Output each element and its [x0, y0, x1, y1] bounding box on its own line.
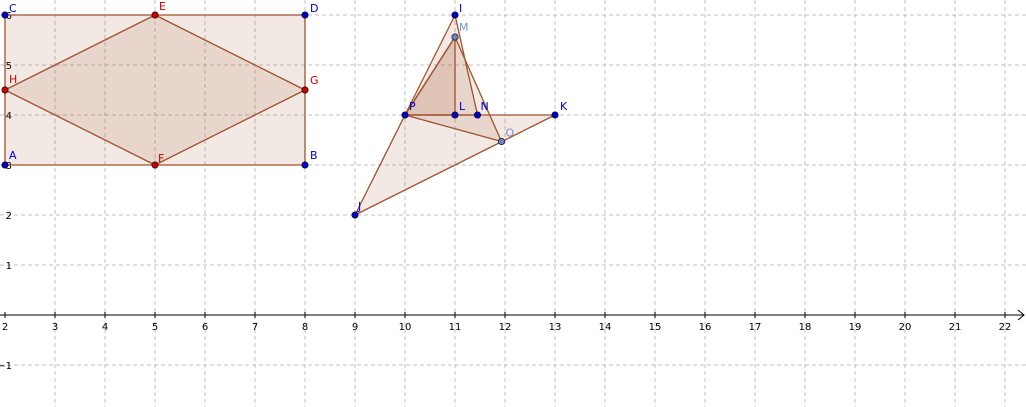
y-tick-label: −1: [0, 361, 12, 372]
y-tick-label: 1: [6, 261, 12, 272]
point-label-L: L: [459, 100, 466, 113]
point-A[interactable]: [1, 161, 9, 169]
x-tick-label: 11: [449, 322, 462, 333]
x-tick-label: 7: [252, 322, 258, 333]
point-label-K: K: [560, 100, 568, 113]
x-tick-label: 18: [799, 322, 812, 333]
point-H[interactable]: [1, 86, 9, 94]
x-tick-label: 8: [302, 322, 308, 333]
point-label-J: J: [357, 200, 361, 213]
point-label-O: O: [506, 127, 515, 140]
points[interactable]: [1, 11, 559, 219]
y-tick-label: 6: [6, 11, 12, 22]
x-tick-label: 22: [999, 322, 1012, 333]
point-K[interactable]: [551, 111, 559, 119]
point-L[interactable]: [451, 111, 459, 119]
point-N[interactable]: [473, 111, 481, 119]
point-label-B: B: [310, 149, 318, 162]
x-axis-ticks: 2 3 4 5 6 7 8 9 10 11 12 13 14 15 16 17 18 19 20 21 22: [2, 312, 1012, 333]
x-axis-arrow-icon: [1017, 309, 1025, 321]
point-label-M: M: [459, 21, 469, 34]
x-tick-label: 13: [549, 322, 562, 333]
point-C[interactable]: [1, 11, 9, 19]
x-tick-label: 4: [102, 322, 108, 333]
x-tick-label: 12: [499, 322, 512, 333]
point-label-C: C: [9, 2, 17, 15]
polygons[interactable]: [4, 14, 556, 216]
point-label-G: G: [310, 74, 319, 87]
y-axis-ticks: 1 2 3 4 5 6 −1: [0, 11, 12, 372]
x-tick-label: 5: [152, 322, 158, 333]
point-label-I: I: [459, 2, 462, 15]
point-G[interactable]: [301, 86, 309, 94]
x-tick-label: 19: [849, 322, 862, 333]
point-F[interactable]: [151, 161, 159, 169]
x-tick-label: 16: [699, 322, 712, 333]
point-label-H: H: [9, 73, 17, 86]
point-label-A: A: [9, 149, 17, 162]
point-label-E: E: [159, 0, 166, 13]
y-tick-label: 5: [6, 61, 12, 72]
point-label-F: F: [158, 152, 164, 165]
x-tick-label: 15: [649, 322, 662, 333]
point-labels: A B C D E F G H I J K L M N O P: [9, 0, 568, 213]
point-D[interactable]: [301, 11, 309, 19]
y-tick-label: 2: [6, 211, 12, 222]
y-tick-label: 4: [6, 111, 12, 122]
point-label-D: D: [310, 2, 318, 15]
point-I[interactable]: [451, 11, 459, 19]
point-M[interactable]: [451, 33, 459, 41]
point-J[interactable]: [351, 211, 359, 219]
point-E[interactable]: [151, 11, 159, 19]
x-tick-label: 3: [52, 322, 58, 333]
x-tick-label: 21: [949, 322, 962, 333]
x-tick-label: 9: [352, 322, 358, 333]
point-O[interactable]: [497, 138, 505, 146]
point-label-N: N: [481, 100, 489, 113]
x-tick-label: 2: [2, 322, 8, 333]
point-P[interactable]: [401, 111, 409, 119]
point-label-P: P: [409, 100, 416, 113]
x-tick-label: 20: [899, 322, 912, 333]
x-tick-label: 17: [749, 322, 762, 333]
y-tick-label: 3: [6, 161, 12, 172]
x-tick-label: 6: [202, 322, 208, 333]
axes: [0, 309, 1025, 321]
x-tick-label: 14: [599, 322, 612, 333]
x-tick-label: 10: [399, 322, 412, 333]
point-B[interactable]: [301, 161, 309, 169]
